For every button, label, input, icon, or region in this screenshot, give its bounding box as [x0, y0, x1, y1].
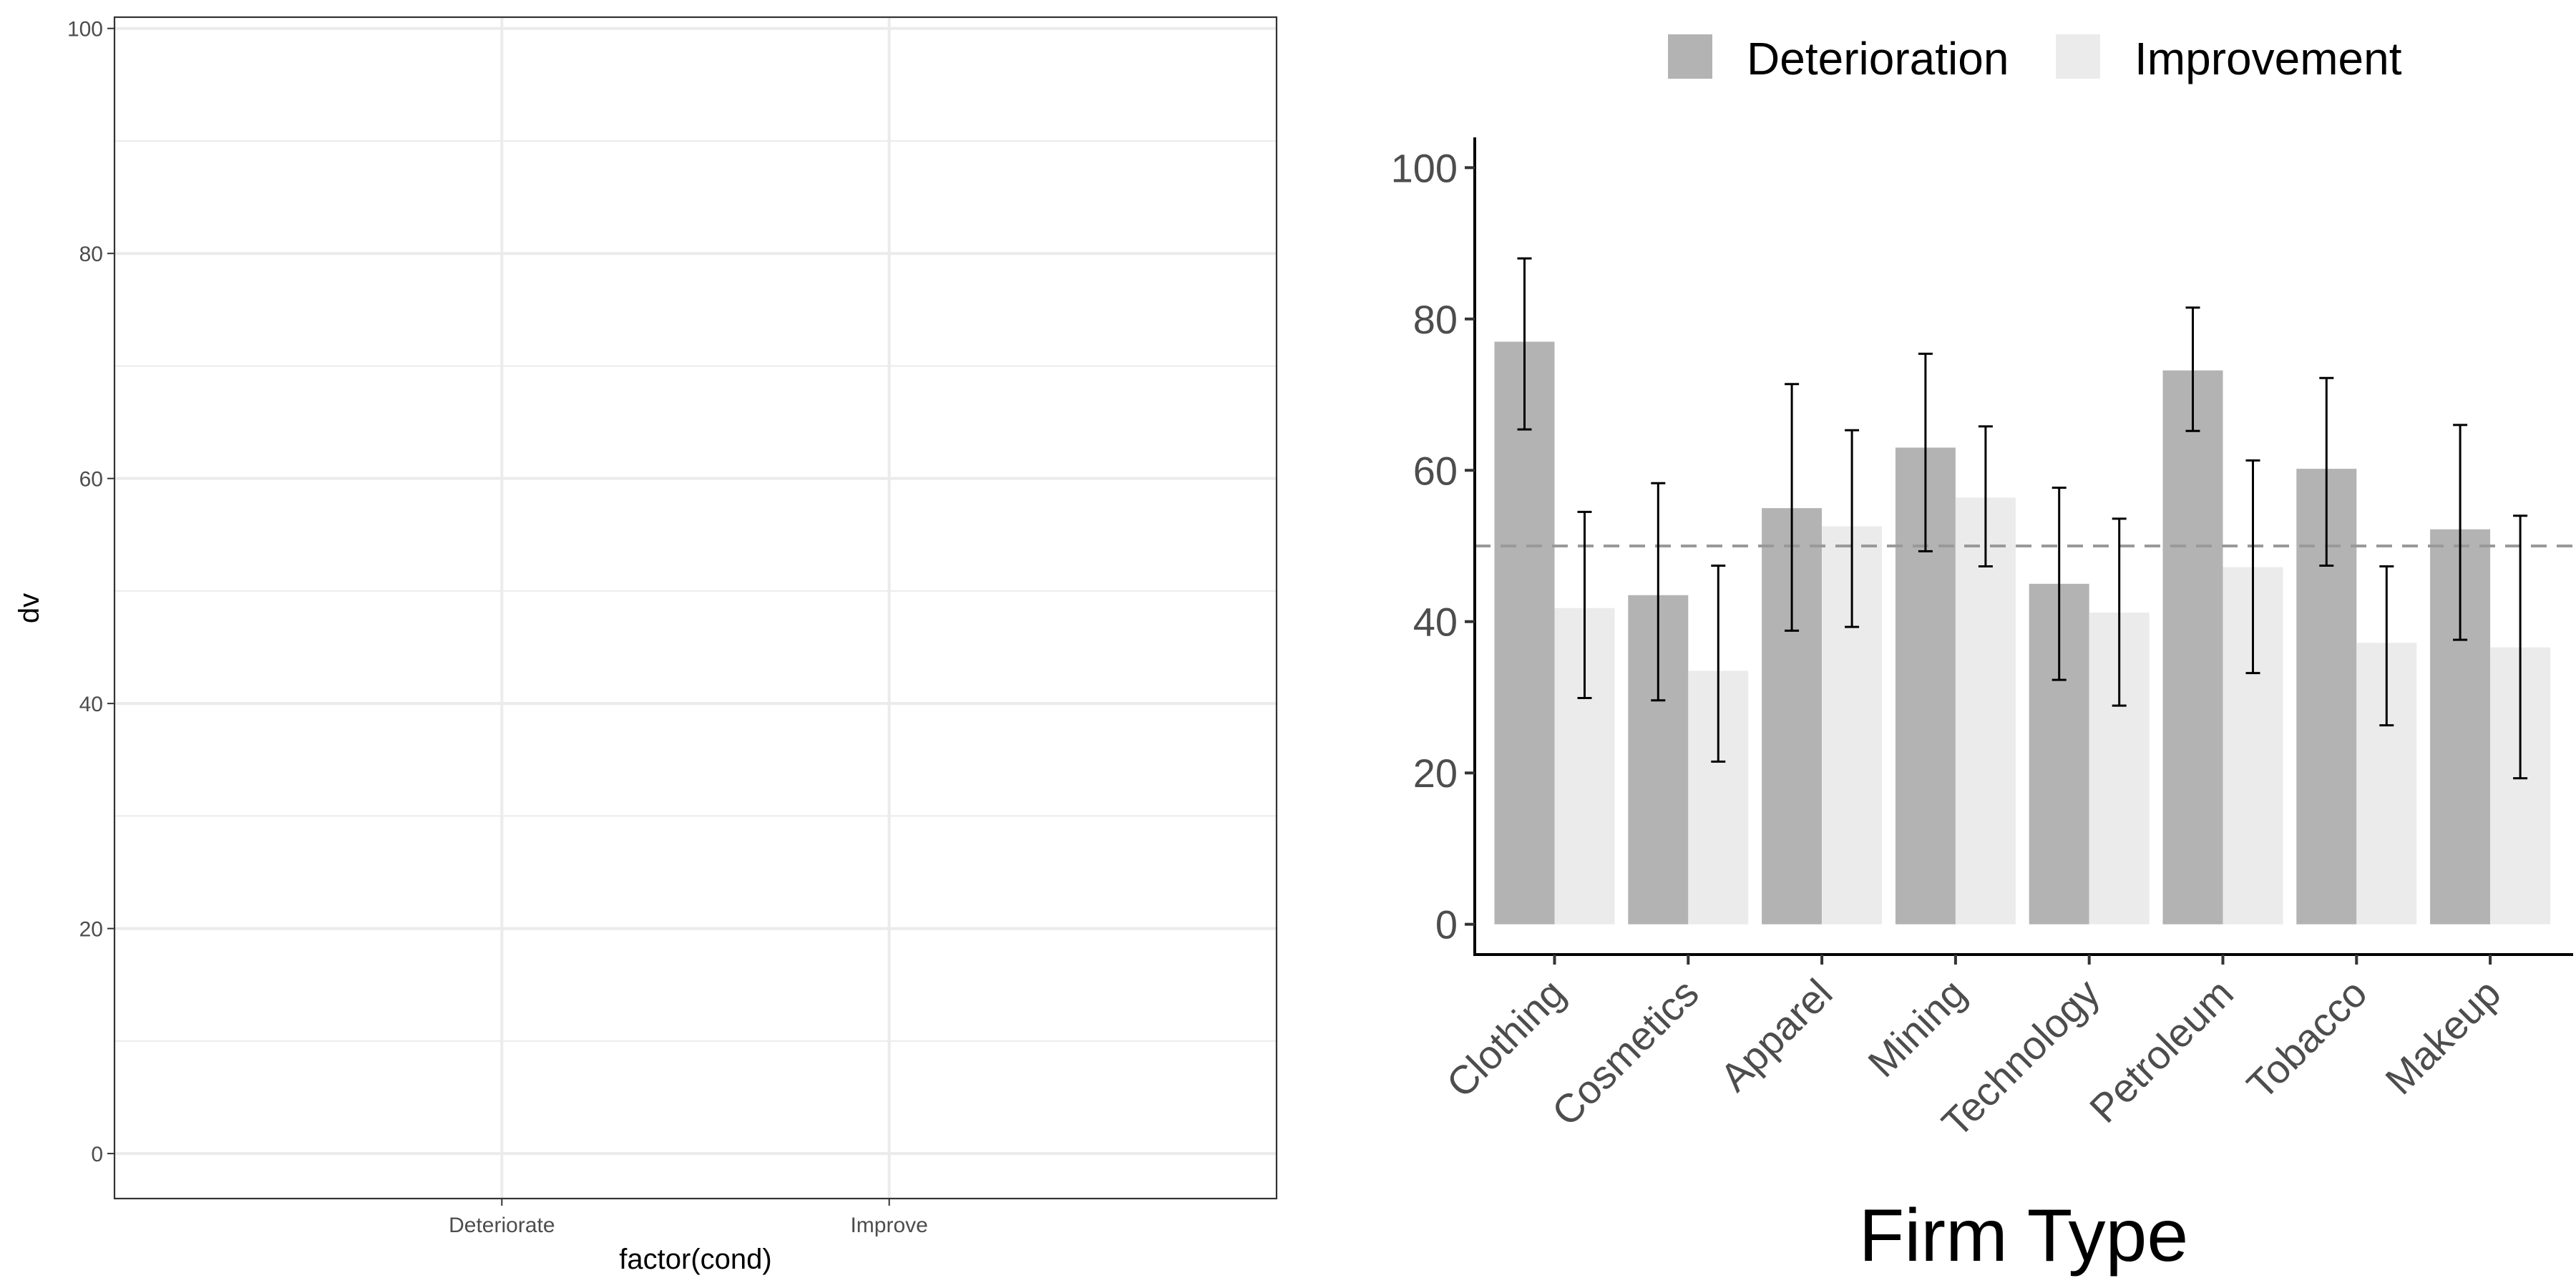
left-y-axis-title: dv [14, 593, 45, 623]
left-plot-border [113, 16, 1278, 1200]
bar [2162, 370, 2223, 924]
legend-label: Deterioration [1747, 33, 2009, 84]
legend-label: Improvement [2135, 33, 2402, 84]
bars [1494, 341, 2551, 924]
left-y-axis: 0 20 40 60 80 100 [67, 18, 114, 1166]
legend: Deterioration Improvement [1668, 33, 2402, 84]
right-x-tick-label: Petroleum [2081, 970, 2242, 1131]
left-y-tick-label: 40 [79, 693, 103, 716]
right-x-tick-label: Mining [1859, 970, 1974, 1085]
left-y-tick-label: 60 [79, 468, 103, 492]
right-x-tick-label: Cosmetics [1543, 970, 1707, 1134]
left-x-axis: Deteriorate Improve [449, 1199, 928, 1237]
left-y-tick-label: 100 [67, 18, 103, 42]
right-y-axis: 0 20 40 60 80 100 [1391, 145, 1475, 947]
legend-key [1668, 34, 1712, 79]
right-x-tick-label: Clothing [1438, 970, 1574, 1106]
right-y-tick-label: 100 [1391, 145, 1458, 190]
left-y-tick-label: 80 [79, 243, 103, 266]
right-y-tick-label: 80 [1413, 297, 1458, 342]
bar [1955, 497, 2016, 924]
right-y-tick-label: 20 [1413, 751, 1458, 796]
right-x-tick-label: Makeup [2376, 970, 2509, 1103]
right-y-tick-label: 40 [1413, 600, 1458, 645]
error-bars [1517, 257, 2528, 780]
right-y-tick-label: 0 [1435, 902, 1458, 947]
bar [1494, 341, 1555, 924]
legend-key [2056, 34, 2100, 79]
left-x-axis-title: factor(cond) [619, 1244, 771, 1275]
left-chart: 0 20 40 60 80 100 Deteriorate Improve factor(c… [14, 16, 1278, 1275]
right-x-axis-title: Firm Type [1859, 1194, 2188, 1277]
right-chart: Deterioration Improvement 0 20 40 60 80 100 Cl… [1391, 33, 2573, 1277]
left-grid [114, 17, 1277, 1199]
right-x-tick-label: Apparel [1712, 970, 1841, 1100]
right-y-tick-label: 60 [1413, 448, 1458, 493]
left-plot-background [114, 17, 1277, 1199]
left-y-tick-label: 20 [79, 918, 103, 942]
left-x-tick-label: Improve [850, 1214, 927, 1237]
right-x-tick-label: Tobacco [2238, 970, 2376, 1108]
left-y-tick-label: 0 [91, 1143, 103, 1166]
left-x-tick-label: Deteriorate [449, 1214, 555, 1237]
